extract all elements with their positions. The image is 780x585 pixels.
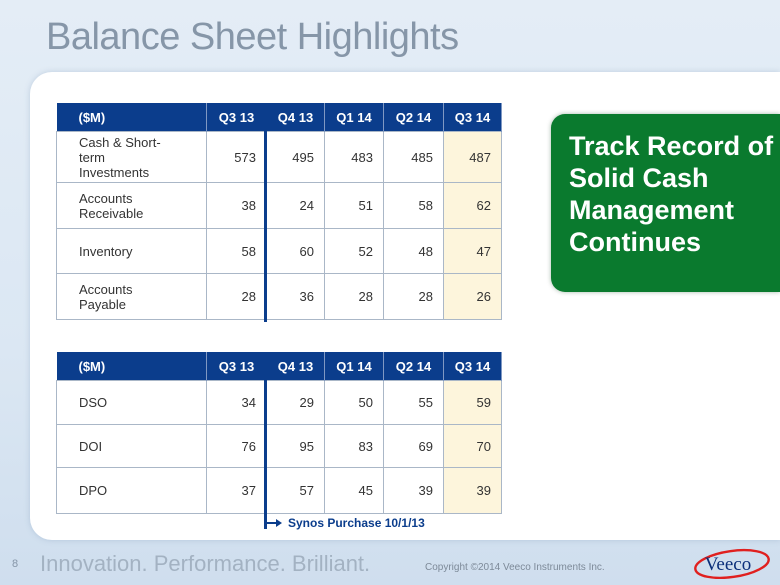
cell: 37 bbox=[206, 467, 267, 514]
table-header-row: ($M) Q3 13 Q4 13 Q1 14 Q2 14 Q3 14 bbox=[56, 103, 502, 132]
cell: 58 bbox=[206, 228, 267, 274]
column-header: Q2 14 bbox=[383, 352, 444, 381]
column-header: Q3 14 bbox=[443, 103, 502, 132]
table-row: DOI 76 95 83 69 70 bbox=[56, 424, 502, 468]
table-row: DPO 37 57 45 39 39 bbox=[56, 467, 502, 514]
column-header: Q4 13 bbox=[266, 103, 325, 132]
cell: 47 bbox=[443, 228, 502, 274]
column-header: Q4 13 bbox=[266, 352, 325, 381]
cell: 95 bbox=[266, 424, 325, 468]
cell: 70 bbox=[443, 424, 502, 468]
veeco-logo: Veeco bbox=[694, 548, 770, 579]
cell: 29 bbox=[266, 380, 325, 425]
cell: 28 bbox=[383, 273, 444, 320]
cell: 24 bbox=[266, 182, 325, 229]
cell: 48 bbox=[383, 228, 444, 274]
acquisition-divider-line bbox=[264, 352, 267, 529]
callout-box: Track Record of Solid Cash Management Co… bbox=[551, 114, 780, 292]
column-header: Q3 14 bbox=[443, 352, 502, 381]
acquisition-divider-line bbox=[264, 103, 267, 322]
cell: 34 bbox=[206, 380, 267, 425]
copyright: Copyright ©2014 Veeco Instruments Inc. bbox=[425, 562, 605, 573]
row-label: Inventory bbox=[56, 228, 207, 274]
cell: 57 bbox=[266, 467, 325, 514]
cell: 62 bbox=[443, 182, 502, 229]
cell: 36 bbox=[266, 273, 325, 320]
cell: 51 bbox=[324, 182, 384, 229]
cell: 28 bbox=[324, 273, 384, 320]
column-header: Q1 14 bbox=[324, 103, 384, 132]
cell: 573 bbox=[206, 131, 267, 183]
tagline: Innovation. Performance. Brilliant. bbox=[40, 551, 371, 576]
cell: 487 bbox=[443, 131, 502, 183]
row-label: Accounts Receivable bbox=[56, 182, 207, 229]
page-title: Balance Sheet Highlights bbox=[46, 16, 459, 58]
cell: 45 bbox=[324, 467, 384, 514]
cell: 485 bbox=[383, 131, 444, 183]
cell: 26 bbox=[443, 273, 502, 320]
row-label: Accounts Payable bbox=[56, 273, 207, 320]
table-header-row: ($M) Q3 13 Q4 13 Q1 14 Q2 14 Q3 14 bbox=[56, 352, 502, 381]
table-row: Accounts Receivable 38 24 51 58 62 bbox=[56, 182, 502, 229]
page-number: 8 bbox=[12, 558, 19, 570]
cell: 28 bbox=[206, 273, 267, 320]
cell: 38 bbox=[206, 182, 267, 229]
row-label: DPO bbox=[56, 467, 207, 514]
cell: 76 bbox=[206, 424, 267, 468]
column-header: Q2 14 bbox=[383, 103, 444, 132]
cell: 83 bbox=[324, 424, 384, 468]
cell: 495 bbox=[266, 131, 325, 183]
table-row: DSO 34 29 50 55 59 bbox=[56, 380, 502, 425]
cell: 52 bbox=[324, 228, 384, 274]
column-header: ($M) bbox=[56, 103, 207, 132]
column-header: Q1 14 bbox=[324, 352, 384, 381]
table-row: Cash & Short-term Investments 573 495 48… bbox=[56, 131, 502, 183]
row-label: Cash & Short-term Investments bbox=[56, 131, 207, 183]
arrow-right-icon bbox=[276, 519, 282, 527]
cell: 55 bbox=[383, 380, 444, 425]
cell: 59 bbox=[443, 380, 502, 425]
callout-text: Track Record of Solid Cash Management Co… bbox=[569, 131, 774, 257]
column-header: Q3 13 bbox=[206, 352, 267, 381]
table-row: Accounts Payable 28 36 28 28 26 bbox=[56, 273, 502, 320]
cell: 39 bbox=[443, 467, 502, 514]
row-label: DOI bbox=[56, 424, 207, 468]
cell: 50 bbox=[324, 380, 384, 425]
svg-text:Veeco: Veeco bbox=[705, 554, 751, 575]
column-header: ($M) bbox=[56, 352, 207, 381]
working-capital-metrics-table: ($M) Q3 13 Q4 13 Q1 14 Q2 14 Q3 14 DSO 3… bbox=[56, 352, 502, 514]
acquisition-annotation: Synos Purchase 10/1/13 bbox=[288, 516, 425, 530]
column-header: Q3 13 bbox=[206, 103, 267, 132]
balance-sheet-table: ($M) Q3 13 Q4 13 Q1 14 Q2 14 Q3 14 Cash … bbox=[56, 103, 502, 320]
annotation-arrow-line bbox=[264, 522, 278, 524]
cell: 39 bbox=[383, 467, 444, 514]
row-label: DSO bbox=[56, 380, 207, 425]
cell: 69 bbox=[383, 424, 444, 468]
cell: 60 bbox=[266, 228, 325, 274]
table-row: Inventory 58 60 52 48 47 bbox=[56, 228, 502, 274]
cell: 58 bbox=[383, 182, 444, 229]
cell: 483 bbox=[324, 131, 384, 183]
